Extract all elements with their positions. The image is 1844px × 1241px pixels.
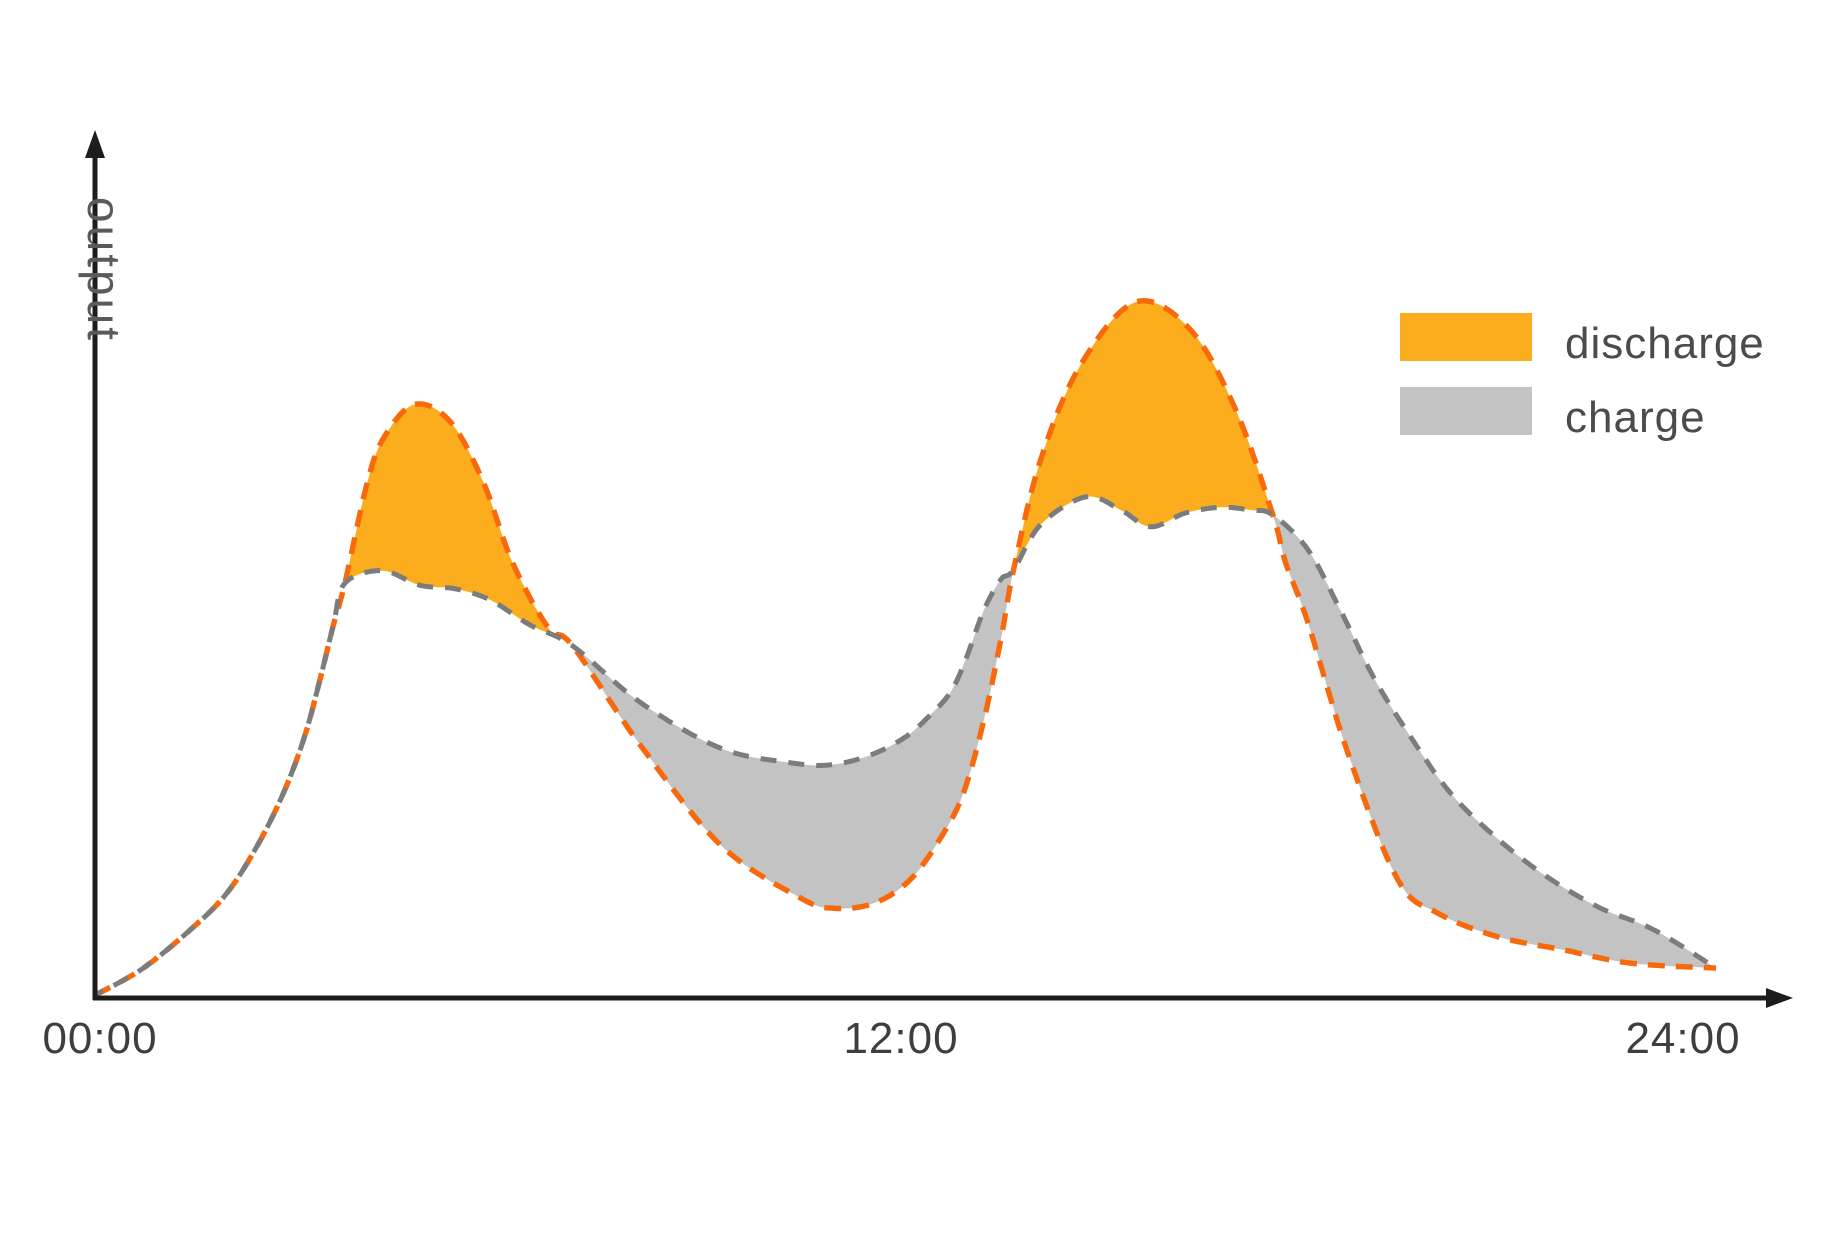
fill-areas bbox=[344, 300, 1716, 969]
charge-area-3 bbox=[1272, 515, 1716, 969]
x-tick-1200: 12:00 bbox=[843, 1014, 958, 1063]
legend-label-charge: charge bbox=[1565, 393, 1706, 442]
legend-swatch-charge bbox=[1400, 387, 1532, 435]
x-axis-arrow-icon bbox=[1766, 988, 1793, 1008]
discharge-area-0 bbox=[344, 403, 573, 646]
charge-area-1 bbox=[572, 570, 1014, 909]
x-tick-2400: 24:00 bbox=[1625, 1014, 1740, 1063]
orange-dashed-curve bbox=[93, 297, 1717, 998]
legend-label-discharge: discharge bbox=[1565, 319, 1765, 368]
x-tick-0000: 00:00 bbox=[42, 1014, 157, 1063]
gray-dashed-curve bbox=[93, 494, 1718, 998]
y-axis-label: output bbox=[78, 197, 130, 343]
legend: discharge charge bbox=[1400, 313, 1765, 442]
y-axis-arrow-icon bbox=[85, 130, 105, 158]
legend-swatch-discharge bbox=[1400, 313, 1532, 361]
discharge-area-2 bbox=[1013, 300, 1273, 570]
